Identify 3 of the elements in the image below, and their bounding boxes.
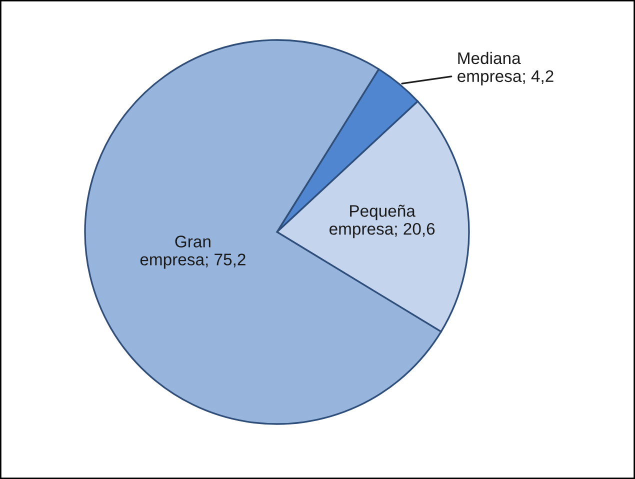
slice-label: Mediana empresa; 4,2: [458, 52, 554, 86]
slice-label: Pequeña empresa; 20,6: [330, 204, 435, 238]
slice-label: Gran empresa; 75,2: [140, 236, 246, 269]
